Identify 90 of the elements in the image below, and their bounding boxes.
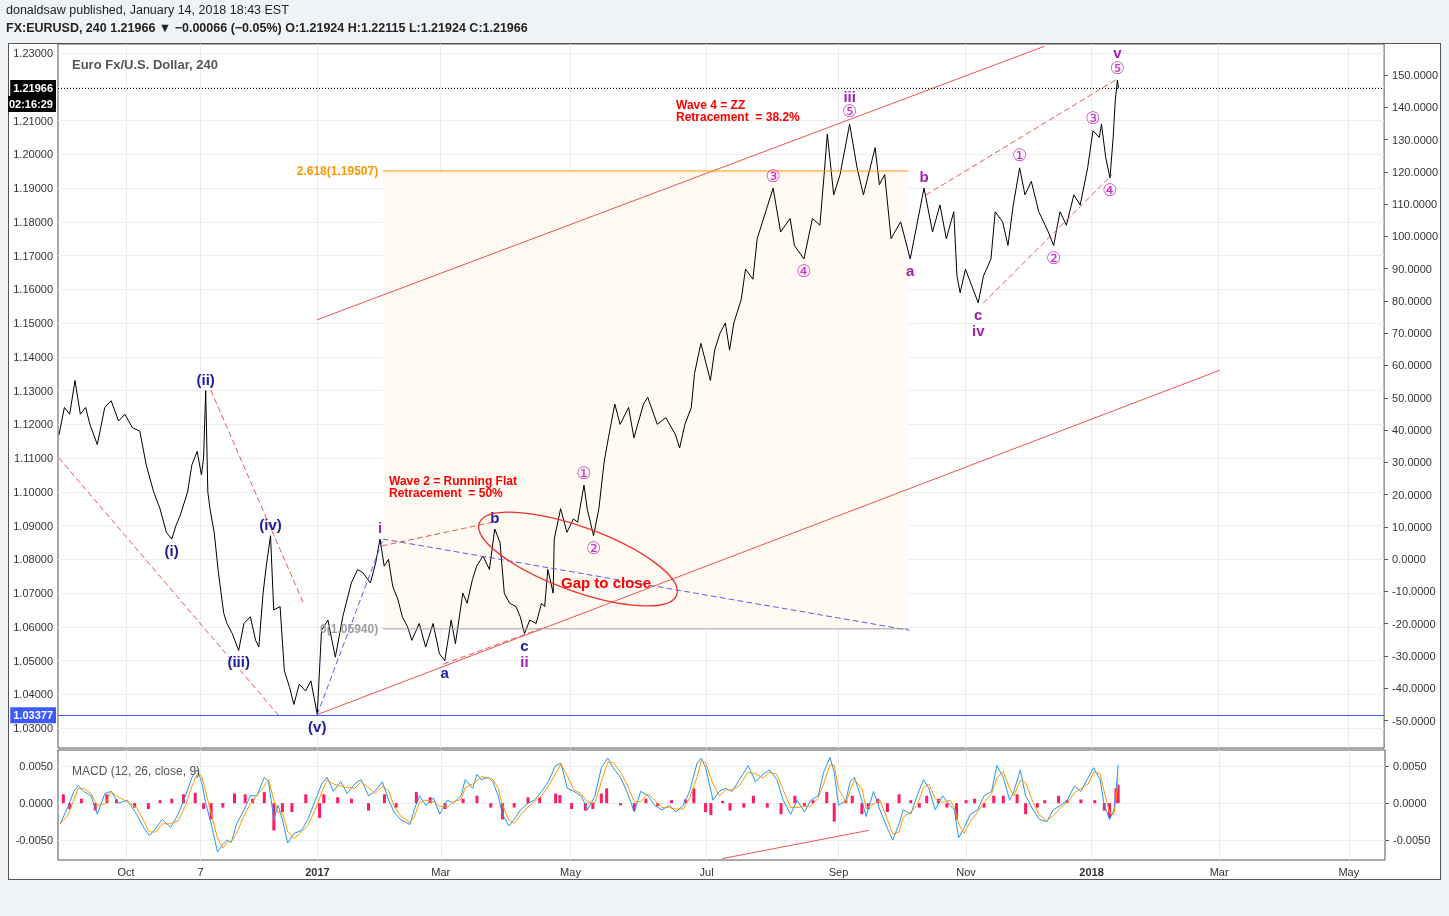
x-tick-label: 2017 — [305, 865, 330, 878]
y2-tick-label: 130.0000 — [1392, 133, 1439, 146]
y2-tick-label: 20.0000 — [1392, 488, 1432, 501]
y2-tick-label: 100.0000 — [1392, 230, 1439, 243]
y-tick-label: 1.13000 — [13, 384, 53, 397]
annotation: Wave 2 = Running Flat Retracement = 50% — [389, 474, 517, 500]
annotation: ① — [1012, 145, 1028, 166]
annotation: Wave 4 = ZZ Retracement = 38.2% — [676, 98, 801, 124]
y-tick-label: 1.12000 — [13, 418, 53, 431]
y-tick-label: 1.08000 — [13, 553, 53, 566]
x-tick-label: Mar — [1209, 865, 1229, 878]
chart-subtitle: FX:EURUSD, 240 1.21966 ▼ −0.00066 (−0.05%) O:1.21924 H:1.22115 L:1.21924 C:1.21966 — [6, 21, 528, 35]
x-tick-label: May — [1338, 865, 1360, 878]
annotation: (v) — [308, 717, 327, 735]
annotation: ④ — [796, 261, 812, 282]
y2-tick-label: 30.0000 — [1392, 456, 1432, 469]
ref-line-label: 1.21966 — [13, 82, 53, 95]
annotation: c — [974, 305, 983, 323]
x-tick-label: Jul — [699, 865, 714, 878]
y-tick-label: 1.19000 — [13, 182, 53, 195]
annotation: ② — [585, 538, 602, 559]
annotation: ① — [576, 462, 592, 483]
series-label: 2.618(1.19507) — [296, 164, 379, 178]
y-tick-label: 1.11000 — [14, 452, 53, 465]
annotation: ④ — [1102, 180, 1118, 201]
annotation: ② — [1046, 247, 1062, 268]
y2-tick-label: 80.0000 — [1392, 294, 1432, 307]
y-tick-label: 1.14000 — [13, 350, 53, 363]
y2-tick-label: 0.0050 — [1393, 760, 1427, 773]
y-tick-label: 1.05000 — [13, 654, 53, 667]
annotation: ③ — [765, 165, 781, 186]
annotation: c — [520, 636, 529, 654]
y2-tick-label: -10.0000 — [1392, 585, 1436, 598]
x-tick-label: Nov — [956, 865, 977, 878]
x-tick-label: May — [560, 865, 582, 878]
y-tick-label: 1.23000 — [13, 47, 53, 60]
y2-tick-label: 120.0000 — [1392, 165, 1439, 178]
x-tick-label: 7 — [197, 865, 204, 878]
y2-tick-label: 60.0000 — [1392, 359, 1432, 372]
y-tick-label: 0.0000 — [19, 797, 53, 810]
annotation: Gap to close — [560, 573, 652, 591]
y2-tick-label: 70.0000 — [1392, 327, 1432, 340]
annotation: (iv) — [259, 515, 282, 533]
y-tick-label: 1.17000 — [13, 249, 53, 262]
y2-tick-label: 50.0000 — [1392, 391, 1432, 404]
y-tick-label: 1.06000 — [13, 620, 53, 633]
text: Euro Fx/U.S. Dollar, 240 — [72, 57, 218, 72]
y-tick-label: 1.16000 — [13, 283, 53, 296]
y2-tick-label: -40.0000 — [1392, 682, 1436, 695]
x-tick-label: Oct — [117, 865, 135, 878]
annotation: i — [377, 519, 383, 537]
annotation: (ii) — [196, 370, 215, 388]
y-tick-label: 1.09000 — [13, 519, 53, 532]
y-tick-label: 1.10000 — [13, 485, 53, 498]
y2-tick-label: 110.0000 — [1392, 198, 1438, 211]
y2-tick-label: -30.0000 — [1392, 650, 1436, 663]
text: donaldsaw published, January 14, 2018 18:43 EST — [6, 3, 289, 17]
text: 02:16:29 — [8, 98, 53, 111]
y2-tick-label: 40.0000 — [1392, 424, 1432, 437]
x-tick-label: Sep — [828, 865, 849, 878]
annotation: b — [919, 168, 929, 186]
y2-tick-label: 0.0000 — [1392, 553, 1426, 566]
y-tick-label: 1.21000 — [13, 114, 53, 127]
y2-tick-label: -0.0050 — [1393, 834, 1431, 847]
annotation: b — [490, 508, 500, 526]
annotation: (iii) — [227, 653, 250, 671]
annotation: ii — [520, 652, 529, 670]
x-tick-label: Mar — [431, 865, 451, 878]
annotation: iv — [971, 321, 986, 339]
y-tick-label: 1.04000 — [13, 688, 53, 701]
y-tick-label: 1.15000 — [13, 317, 53, 330]
y-tick-label: 0.0050 — [19, 760, 53, 773]
annotation: ③ — [1085, 108, 1101, 129]
y2-tick-label: 10.0000 — [1392, 520, 1432, 533]
y-tick-label: 1.03000 — [13, 722, 53, 735]
y-tick-label: 1.18000 — [13, 215, 53, 228]
y2-tick-label: 90.0000 — [1392, 262, 1432, 275]
y2-tick-label: -20.0000 — [1392, 617, 1436, 630]
y2-tick-label: 150.0000 — [1392, 68, 1439, 81]
y2-tick-label: 140.0000 — [1392, 101, 1439, 114]
y2-tick-label: -50.0000 — [1392, 714, 1436, 727]
y2-tick-label: 0.0000 — [1393, 797, 1427, 810]
ref-line-label: 1.03377 — [13, 709, 53, 722]
y-tick-label: -0.0050 — [15, 834, 53, 847]
annotation: a — [906, 261, 916, 279]
annotation: a — [440, 663, 450, 681]
x-tick-label: 2018 — [1079, 865, 1104, 878]
y-tick-label: 1.07000 — [13, 587, 53, 600]
annotation: (i) — [164, 542, 179, 560]
y-tick-label: 1.20000 — [13, 148, 53, 161]
